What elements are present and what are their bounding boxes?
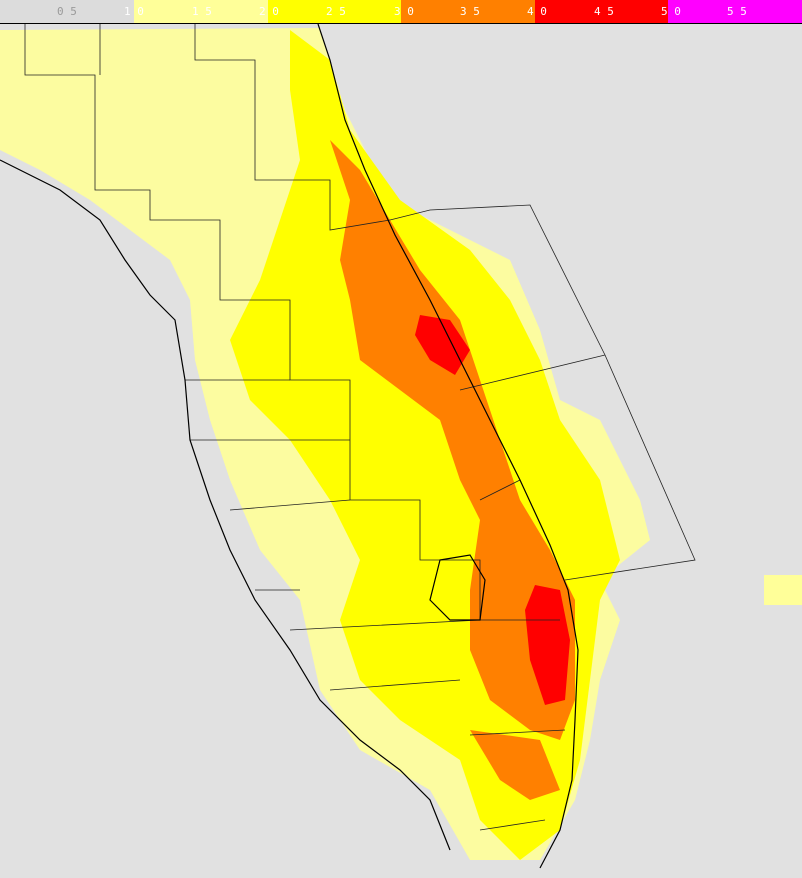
red-cell — [415, 315, 470, 375]
bar-segment — [401, 0, 535, 23]
bar-segment — [668, 0, 802, 23]
legend-label: 5 5 — [727, 5, 747, 18]
bar-segment — [0, 0, 134, 23]
legend-label: 3 0 — [394, 5, 414, 18]
legend-label: 3 5 — [460, 5, 480, 18]
legend-label: 2 5 — [326, 5, 346, 18]
legend-label: 5 0 — [661, 5, 681, 18]
legend-label: 1 5 — [192, 5, 212, 18]
bar-segment — [268, 0, 401, 23]
rain-orange — [330, 140, 575, 800]
bar-segment — [535, 0, 668, 23]
color-bar — [0, 0, 802, 24]
legend-label: 4 5 — [594, 5, 614, 18]
color-bar-labels: 0 5 1 0 1 5 2 0 2 5 3 0 3 5 4 0 4 5 5 0 5 5 — [57, 5, 747, 18]
offshore-cell — [764, 575, 802, 605]
red-cell — [525, 585, 570, 705]
orange-area — [330, 140, 575, 740]
legend-label: 0 5 — [57, 5, 77, 18]
rain-red — [415, 315, 570, 705]
legend-label: 4 0 — [527, 5, 547, 18]
orange-area — [470, 730, 560, 800]
legend-label: 2 0 — [259, 5, 279, 18]
legend-label: 1 0 — [124, 5, 144, 18]
bar-segment — [134, 0, 268, 23]
boundaries — [0, 23, 696, 869]
